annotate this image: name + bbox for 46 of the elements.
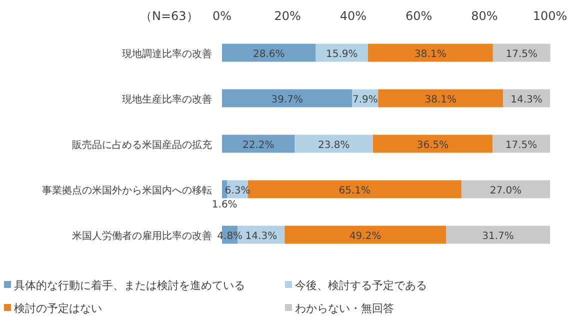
y-tick-label: 現地生産比率の改善 [122, 93, 212, 106]
bar [368, 44, 493, 62]
y-tick-label: 事業拠点の米国外から米国内への移転 [42, 184, 212, 196]
bar [492, 44, 550, 62]
data-label: 65.1% [338, 185, 371, 196]
x-tick-label: 60% [405, 9, 432, 23]
legend-label: 検討の予定はない [14, 302, 102, 315]
text: （N=63） [140, 9, 198, 23]
data-label: 7.9% [352, 94, 378, 106]
data-label: 38.1% [424, 94, 457, 106]
data-label: 22.2% [242, 140, 274, 151]
data-label: 17.5% [505, 140, 538, 151]
data-label: 23.8% [318, 140, 350, 151]
data-label: 15.9% [326, 48, 358, 60]
legend-label: わからない・無回答 [295, 302, 394, 315]
bar [222, 44, 316, 62]
data-label: 17.5% [506, 48, 538, 60]
bar [446, 226, 550, 244]
legend-label: 具体的な行動に着手、または検討を進めている [14, 279, 245, 292]
bar [294, 134, 373, 153]
bar [492, 134, 550, 153]
y-tick-label: 現地調達比率の改善 [122, 48, 212, 60]
x-tick-label: 80% [471, 9, 498, 23]
bar [378, 89, 504, 108]
data-label: 38.1% [414, 48, 446, 60]
y-tick-label: 販売品に占める米国産品の拡充 [72, 138, 212, 151]
bar [284, 226, 446, 244]
data-label: 1.6% [212, 199, 238, 210]
x-tick-label: 100% [532, 9, 568, 23]
y-tick-label: 米国人労働者の雇用比率の改善 [72, 230, 212, 242]
x-tick-label: 20% [274, 9, 301, 23]
data-label: 36.5% [416, 140, 449, 151]
data-label: 31.7% [482, 230, 514, 242]
data-label: 14.3% [245, 230, 278, 242]
data-label: 28.6% [253, 48, 285, 60]
bar [461, 180, 550, 198]
data-label: 49.2% [349, 230, 382, 242]
bar [372, 134, 493, 153]
legend-label: 今後、検討する予定である [295, 279, 427, 292]
data-label: 27.0% [490, 185, 522, 196]
x-tick-label: 0% [212, 9, 232, 23]
data-label: 39.7% [271, 94, 303, 106]
data-label: 14.3% [510, 94, 542, 106]
x-tick-label: 40% [340, 9, 367, 23]
bar [222, 89, 352, 108]
bar [222, 134, 295, 153]
